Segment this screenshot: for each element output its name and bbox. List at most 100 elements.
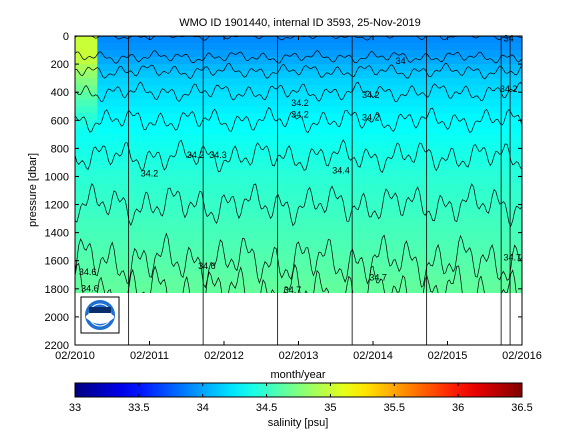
heatmap-cell [127, 113, 136, 121]
heatmap-cell [484, 232, 493, 241]
heatmap-cell [499, 127, 508, 135]
heatmap-cell [313, 176, 322, 185]
heatmap-cell [261, 106, 270, 114]
heatmap-cell [104, 71, 113, 79]
heatmap-cell [142, 64, 151, 72]
heatmap-cell [492, 155, 501, 164]
heatmap-cell [134, 183, 143, 192]
heatmap-cell [194, 197, 203, 206]
heatmap-cell [350, 148, 359, 156]
contour-line [75, 106, 522, 134]
heatmap-cell [127, 176, 136, 185]
heatmap-cell [387, 127, 396, 135]
heatmap-cell [201, 64, 210, 72]
heatmap-cell [112, 162, 121, 171]
heatmap-cell [358, 246, 367, 255]
heatmap-cell [320, 246, 329, 255]
heatmap-cell [410, 169, 419, 178]
heatmap-cell [447, 127, 456, 135]
heatmap-cell [246, 148, 255, 156]
heatmap-cell [298, 71, 307, 79]
heatmap-cell [469, 113, 478, 121]
heatmap-cell [313, 288, 322, 294]
heatmap-cell [268, 253, 277, 262]
heatmap-cell [514, 281, 522, 290]
heatmap-cell [462, 176, 471, 185]
heatmap-cell [201, 288, 210, 294]
heatmap-cell [268, 169, 277, 178]
heatmap-cell [224, 288, 233, 294]
heatmap-cell [507, 78, 516, 86]
heatmap-cell [82, 148, 91, 156]
heatmap-cell [454, 78, 463, 86]
heatmap-cell [97, 267, 106, 276]
heatmap-cell [335, 225, 344, 234]
heatmap-cell [387, 190, 396, 199]
heatmap-cell [142, 113, 151, 121]
heatmap-cell [298, 78, 307, 86]
heatmap-cell [447, 64, 456, 72]
heatmap-cell [276, 57, 285, 65]
heatmap-cell [313, 106, 322, 114]
heatmap-cell [253, 127, 262, 135]
heatmap-cell [276, 288, 285, 294]
heatmap-cell [358, 113, 367, 121]
heatmap-cell [410, 176, 419, 185]
heatmap-cell [365, 57, 374, 65]
heatmap-cell [119, 64, 128, 72]
heatmap-cell [104, 120, 113, 128]
heatmap-cell [238, 246, 247, 255]
heatmap-cell [253, 50, 262, 58]
heatmap-cell [238, 99, 247, 107]
heatmap-cell [171, 260, 180, 269]
heatmap-cell [261, 239, 270, 248]
heatmap-cell [209, 190, 218, 199]
heatmap-cell [261, 155, 270, 164]
heatmap-cell [253, 176, 262, 185]
heatmap-cell [417, 169, 426, 178]
heatmap-cell [119, 57, 128, 65]
heatmap-cell [186, 197, 195, 206]
heatmap-cell [454, 85, 463, 93]
heatmap-cell [127, 246, 136, 255]
heatmap-cell [164, 57, 173, 65]
heatmap-cell [454, 141, 463, 149]
heatmap-cell [276, 190, 285, 199]
heatmap-cell [425, 162, 434, 171]
heatmap-cell [402, 99, 411, 107]
heatmap-cell [410, 36, 419, 44]
heatmap-cell [89, 36, 98, 44]
heatmap-cell [387, 155, 396, 164]
heatmap-cell [171, 99, 180, 107]
heatmap-cell [380, 106, 389, 114]
heatmap-cell [186, 127, 195, 135]
heatmap-cell [484, 183, 493, 192]
heatmap-cell [335, 50, 344, 58]
heatmap-cell [149, 218, 158, 227]
heatmap-cell [291, 274, 300, 283]
heatmap-cell [469, 50, 478, 58]
heatmap-cell [462, 36, 471, 44]
heatmap-cell [261, 148, 270, 156]
heatmap-cell [499, 148, 508, 156]
heatmap-cell [477, 260, 486, 269]
heatmap-cell [246, 232, 255, 241]
heatmap-cell [417, 148, 426, 156]
heatmap-cell [395, 155, 404, 164]
heatmap-cell [209, 232, 218, 241]
heatmap-cell [417, 99, 426, 107]
heatmap-cell [253, 169, 262, 178]
heatmap-cell [373, 274, 382, 283]
heatmap-cell [156, 162, 165, 171]
heatmap-cell [313, 239, 322, 248]
heatmap-cell [499, 288, 508, 294]
heatmap-cell [156, 225, 165, 234]
heatmap-cell [268, 155, 277, 164]
heatmap-cell [119, 246, 128, 255]
heatmap-cell [417, 204, 426, 213]
heatmap-cell [335, 99, 344, 107]
heatmap-cell [373, 190, 382, 199]
heatmap-cell [82, 232, 91, 241]
heatmap-cell [313, 246, 322, 255]
heatmap-cell [253, 260, 262, 269]
